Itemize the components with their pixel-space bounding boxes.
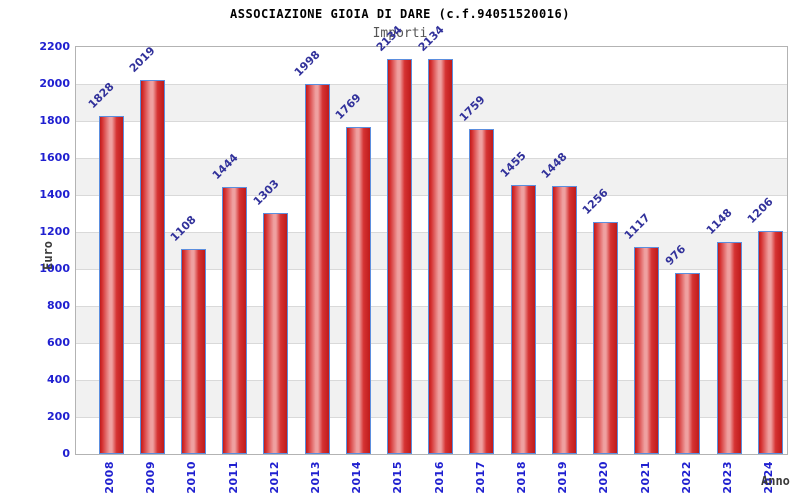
y-tick-label: 2200 [39,40,70,53]
y-tick-label: 1200 [39,225,70,238]
bar-2023 [716,242,742,454]
x-tick-label: 2010 [185,461,199,494]
y-tick-label: 0 [62,447,70,460]
x-axis-title: Anno [761,474,790,488]
bar-2016 [428,59,454,454]
bar-2017 [469,129,495,454]
bar-2010 [180,249,206,454]
x-tick-label: 2017 [473,461,487,494]
x-tick-label: 2021 [638,461,652,494]
y-tick-label: 1600 [39,151,70,164]
y-axis-title: Euro [41,241,55,270]
bar-2024 [757,231,783,454]
x-tick-label: 2015 [391,461,405,494]
x-tick-label: 2009 [144,461,158,494]
bar-value-label: 1206 [744,195,776,226]
x-tick-label: 2023 [721,461,734,494]
bar-2013 [304,84,330,454]
y-tick-label: 400 [47,373,70,386]
bar-2015 [386,59,412,454]
x-tick-label: 2019 [556,461,570,494]
x-tick-label: 2008 [103,461,116,494]
y-tick-label: 600 [47,336,70,349]
y-tick-label: 200 [47,410,70,423]
x-tick-label: 2020 [597,461,611,494]
bar-2008 [98,116,124,454]
x-tick-label: 2012 [267,461,281,494]
bar-value-label: 1998 [291,48,323,79]
bar-2019 [551,186,577,454]
x-tick-label: 2014 [350,461,364,494]
y-tick-label: 800 [47,299,70,312]
y-tick-label: 1800 [39,114,70,127]
bar-value-label: 2019 [126,44,158,75]
bar-2009 [139,80,165,454]
x-tick-label: 2011 [226,461,240,494]
chart-title: ASSOCIAZIONE GIOIA DI DARE (c.f.94051520… [230,7,570,21]
x-tick-label: 2016 [432,461,446,494]
bar-2022 [675,273,701,454]
bar-2014 [345,127,371,454]
bar-2018 [510,185,536,454]
y-tick-label: 1400 [39,188,70,201]
plot-area: 1828 2019 1108 1444 1303 1998 1769 2134 2134 1759… [75,23,788,455]
y-tick-label: 1000 [39,262,70,275]
x-tick-label: 2022 [679,461,693,494]
bar-2021 [634,247,660,454]
y-tick-label: 2000 [39,77,70,90]
bar-2011 [222,187,248,454]
x-tick-label: 2013 [309,461,322,494]
bar-2020 [592,222,618,454]
bar-2012 [263,213,289,454]
x-tick-label: 2018 [515,461,528,494]
chart-subtitle: Importi [372,26,428,41]
